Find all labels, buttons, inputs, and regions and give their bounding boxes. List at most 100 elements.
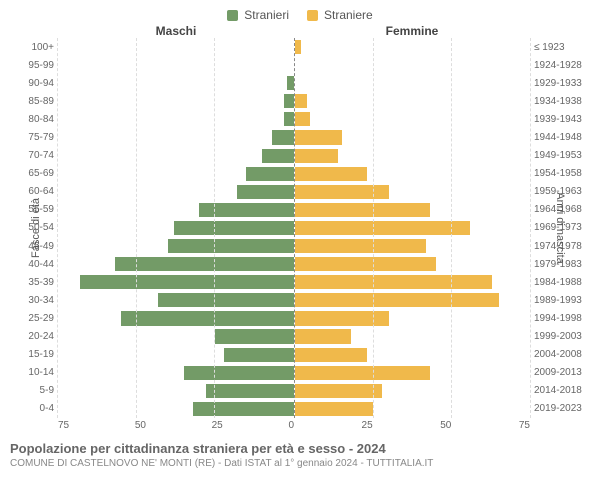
female-bars bbox=[295, 38, 531, 418]
male-bar bbox=[168, 239, 294, 253]
y-axis-label-right: Anni di nascita bbox=[554, 192, 566, 264]
female-bar bbox=[295, 275, 493, 289]
year-label: 1984-1988 bbox=[530, 273, 590, 291]
male-bar bbox=[121, 311, 294, 325]
female-bar bbox=[295, 130, 342, 144]
year-label: 1944-1948 bbox=[530, 128, 590, 146]
x-tick: 50 bbox=[135, 420, 146, 431]
x-axis: 7550250 255075 bbox=[10, 420, 590, 431]
bars-area bbox=[58, 38, 530, 418]
male-bar bbox=[115, 257, 294, 271]
female-bar bbox=[295, 203, 430, 217]
age-label: 95-99 bbox=[10, 56, 58, 74]
male-bar bbox=[224, 348, 293, 362]
male-bar bbox=[284, 94, 293, 108]
female-bar bbox=[295, 402, 373, 416]
male-bar bbox=[215, 329, 293, 343]
column-headers: Maschi Femmine bbox=[10, 24, 590, 38]
bar-row bbox=[295, 147, 531, 165]
year-label: 2014-2018 bbox=[530, 382, 590, 400]
year-label: 1989-1993 bbox=[530, 291, 590, 309]
plot-area: Fasce di età Anni di nascita 100+95-9990… bbox=[10, 38, 590, 418]
male-bar bbox=[158, 293, 293, 307]
bar-row bbox=[58, 382, 294, 400]
bar-row bbox=[58, 255, 294, 273]
year-label: 2019-2023 bbox=[530, 400, 590, 418]
age-label: 70-74 bbox=[10, 147, 58, 165]
age-label: 85-89 bbox=[10, 92, 58, 110]
female-bar bbox=[295, 112, 311, 126]
age-label: 25-29 bbox=[10, 309, 58, 327]
legend-item-male: Stranieri bbox=[227, 8, 289, 22]
bar-row bbox=[295, 237, 531, 255]
age-label: 35-39 bbox=[10, 273, 58, 291]
header-female: Femmine bbox=[294, 24, 530, 38]
bar-row bbox=[58, 400, 294, 418]
x-tick: 25 bbox=[212, 420, 223, 431]
year-label: ≤ 1923 bbox=[530, 38, 590, 56]
year-label: 1939-1943 bbox=[530, 110, 590, 128]
male-bar bbox=[184, 366, 294, 380]
x-tick: 25 bbox=[362, 420, 373, 431]
age-label: 15-19 bbox=[10, 346, 58, 364]
bar-row bbox=[58, 56, 294, 74]
male-bar bbox=[237, 185, 294, 199]
male-bar bbox=[80, 275, 294, 289]
bar-row bbox=[58, 237, 294, 255]
x-tick: 50 bbox=[440, 420, 451, 431]
legend-label-female: Straniere bbox=[324, 8, 373, 22]
bar-row bbox=[58, 92, 294, 110]
female-bar bbox=[295, 94, 308, 108]
bar-row bbox=[295, 328, 531, 346]
bar-row bbox=[295, 364, 531, 382]
female-bar bbox=[295, 239, 427, 253]
year-label: 1999-2003 bbox=[530, 328, 590, 346]
bar-row bbox=[58, 128, 294, 146]
male-bar bbox=[284, 112, 293, 126]
bar-row bbox=[295, 382, 531, 400]
x-ticks-right: 255075 bbox=[294, 420, 530, 431]
bar-row bbox=[295, 346, 531, 364]
female-bar bbox=[295, 384, 383, 398]
bar-row bbox=[58, 328, 294, 346]
bar-row bbox=[295, 201, 531, 219]
population-pyramid-chart: Stranieri Straniere Maschi Femmine Fasce… bbox=[0, 0, 600, 500]
bar-row bbox=[295, 309, 531, 327]
bar-row bbox=[58, 165, 294, 183]
year-label: 2009-2013 bbox=[530, 364, 590, 382]
age-label: 30-34 bbox=[10, 291, 58, 309]
y-axis-label-left: Fasce di età bbox=[30, 198, 42, 258]
male-bar bbox=[174, 221, 293, 235]
female-bar bbox=[295, 293, 499, 307]
bar-row bbox=[58, 74, 294, 92]
bar-row bbox=[58, 201, 294, 219]
female-bar bbox=[295, 329, 352, 343]
female-bar bbox=[295, 348, 367, 362]
year-label: 2004-2008 bbox=[530, 346, 590, 364]
bar-row bbox=[295, 128, 531, 146]
x-ticks-left: 7550250 bbox=[58, 420, 294, 431]
age-label: 20-24 bbox=[10, 328, 58, 346]
bar-row bbox=[295, 291, 531, 309]
male-bar bbox=[262, 149, 293, 163]
year-label: 1924-1928 bbox=[530, 56, 590, 74]
male-bar bbox=[246, 167, 293, 181]
female-bar bbox=[295, 167, 367, 181]
year-label: 1949-1953 bbox=[530, 147, 590, 165]
bar-row bbox=[295, 56, 531, 74]
chart-subtitle: COMUNE DI CASTELNOVO NE' MONTI (RE) - Da… bbox=[10, 458, 590, 469]
female-bar bbox=[295, 149, 339, 163]
bar-row bbox=[58, 346, 294, 364]
legend-label-male: Stranieri bbox=[244, 8, 289, 22]
female-bar bbox=[295, 311, 389, 325]
age-label: 80-84 bbox=[10, 110, 58, 128]
male-bar bbox=[287, 76, 293, 90]
legend: Stranieri Straniere bbox=[10, 8, 590, 22]
bar-row bbox=[58, 38, 294, 56]
female-bar bbox=[295, 221, 471, 235]
bar-row bbox=[58, 219, 294, 237]
bar-row bbox=[58, 110, 294, 128]
bar-row bbox=[295, 183, 531, 201]
legend-swatch-male bbox=[227, 10, 238, 21]
year-label: 1934-1938 bbox=[530, 92, 590, 110]
